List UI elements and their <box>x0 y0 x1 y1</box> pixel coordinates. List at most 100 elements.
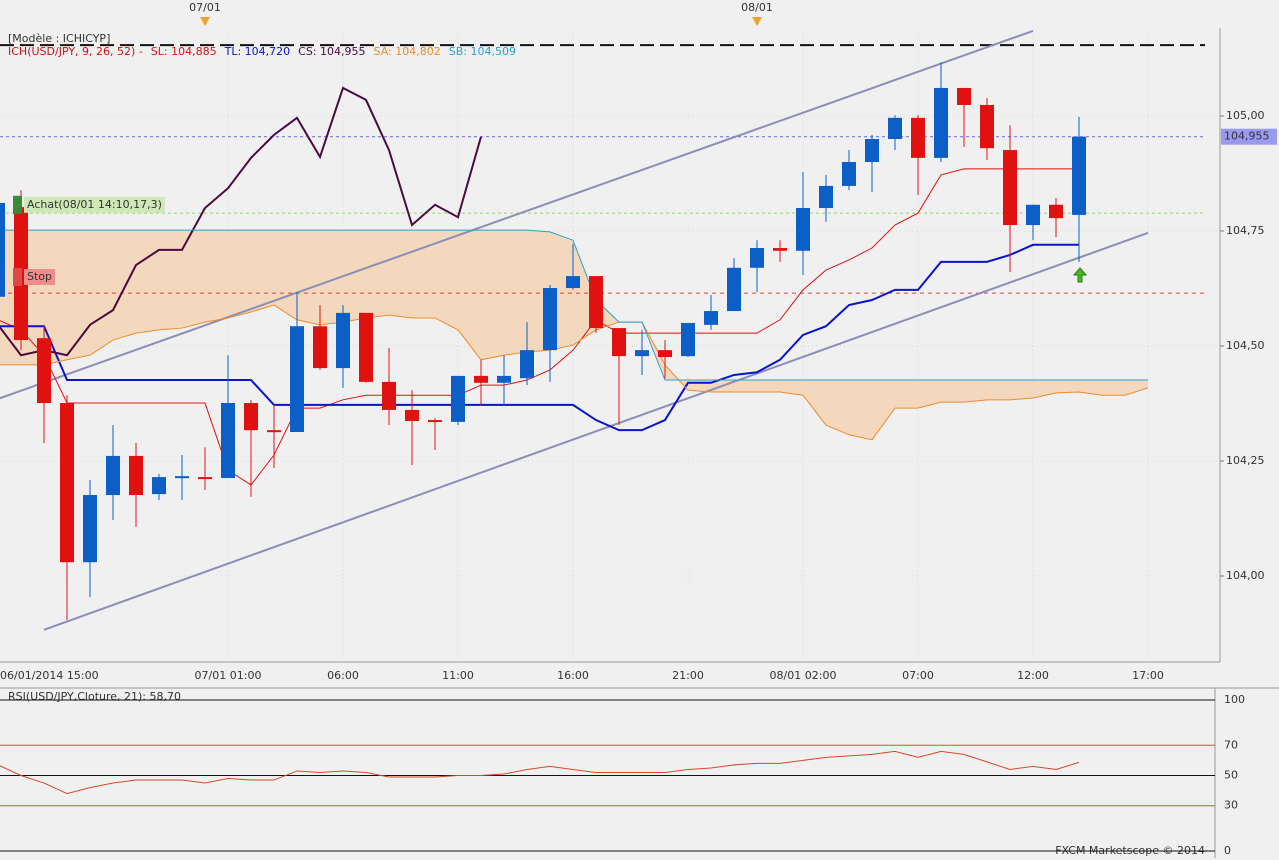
candle-body <box>1003 150 1017 226</box>
candle-body <box>129 455 143 496</box>
x-tick-label: 16:00 <box>557 669 589 682</box>
indicator-line <box>0 86 482 357</box>
trendline <box>0 29 1034 400</box>
candle-body <box>980 104 994 149</box>
legend-entry: CS: 104,955 <box>298 45 365 58</box>
candle-body <box>520 350 534 379</box>
y-tick-label: 100 <box>1224 693 1245 706</box>
chart-title: [Modèle : ICHICYP] <box>8 32 110 45</box>
candle-body <box>83 495 97 563</box>
candle-body <box>106 455 120 496</box>
candle-body <box>1072 136 1086 215</box>
day-marker <box>752 17 762 26</box>
day-marker-label: 08/01 <box>741 1 773 14</box>
candle-body <box>37 338 51 404</box>
candle-body <box>934 87 948 158</box>
candle-body <box>727 267 741 312</box>
y-tick-label: 104,50 <box>1226 339 1265 352</box>
y-tick-label: 0 <box>1224 844 1231 857</box>
candle-body <box>474 375 488 383</box>
y-tick-label: 104,00 <box>1226 569 1265 582</box>
candle-body <box>359 312 373 382</box>
annotation-label: Achat(08/01 14:10,17,3) <box>27 198 162 211</box>
y-tick-label: 105,00 <box>1226 109 1265 122</box>
cloud <box>0 230 1148 440</box>
x-tick-label: 06:00 <box>327 669 359 682</box>
candle-body <box>290 326 304 433</box>
legend-entry: SA: 104,802 <box>374 45 441 58</box>
candle-body <box>635 350 649 357</box>
candle-body <box>175 476 189 479</box>
last-price-box <box>1221 128 1277 145</box>
y-tick-label: 104,75 <box>1226 224 1265 237</box>
candle-body <box>681 323 695 357</box>
rsi-title: RSI(USD/JPY,Cloture, 21): 58,70 <box>8 690 181 703</box>
last-price-label: 104,955 <box>1224 130 1270 143</box>
candle-body <box>0 202 5 297</box>
y-tick-label: 50 <box>1224 769 1238 782</box>
annotation-marker <box>13 195 22 214</box>
x-tick-label: 21:00 <box>672 669 704 682</box>
candle-body <box>336 312 350 369</box>
candle-body <box>152 477 166 495</box>
candle-body <box>865 139 879 163</box>
candle-body <box>842 162 856 186</box>
candle-body <box>957 87 971 105</box>
candle-body <box>221 403 235 479</box>
candle-body <box>382 381 396 410</box>
candle-body <box>428 420 442 423</box>
candle-body <box>405 409 419 421</box>
candle-body <box>796 208 810 251</box>
buy-arrow <box>1072 267 1088 283</box>
candle-body <box>819 185 833 209</box>
indicator-line <box>0 229 1148 381</box>
x-tick-label: 07:00 <box>902 669 934 682</box>
candle-body <box>566 276 580 289</box>
day-marker-label: 07/01 <box>189 1 221 14</box>
candle-body <box>244 403 258 431</box>
candle-body <box>704 311 718 325</box>
annotation-label: Stop <box>27 270 52 283</box>
candle-body <box>612 328 626 357</box>
annotation-marker <box>13 268 22 287</box>
candle-body <box>773 248 787 251</box>
y-tick-label: 30 <box>1224 799 1238 812</box>
legend-entry: TL: 104,720 <box>224 45 291 58</box>
candle-body <box>658 350 672 358</box>
x-tick-label: 08/01 02:00 <box>770 669 837 682</box>
legend-indicator: ICH(USD/JPY, 9, 26, 52) - <box>8 45 143 58</box>
indicator-line <box>0 243 1079 432</box>
candle-body <box>60 403 74 563</box>
candle-body <box>313 326 327 369</box>
candle-body <box>750 248 764 268</box>
candle-body <box>497 375 511 383</box>
candle-body <box>589 276 603 329</box>
x-tick-label: 06/01/2014 15:00 <box>0 669 99 682</box>
x-tick-label: 12:00 <box>1017 669 1049 682</box>
indicator-line <box>0 168 1079 486</box>
candle-body <box>1049 204 1063 219</box>
candle-body <box>451 375 465 422</box>
candle-body <box>888 117 902 140</box>
candle-body <box>198 477 212 480</box>
legend-entry: SB: 104,509 <box>449 45 516 58</box>
y-tick-label: 70 <box>1224 738 1238 751</box>
candle-body <box>911 117 925 158</box>
x-tick-label: 11:00 <box>442 669 474 682</box>
legend: ICH(USD/JPY, 9, 26, 52) - SL: 104,885 TL: … <box>8 45 516 58</box>
x-tick-label: 07/01 01:00 <box>195 669 262 682</box>
annotation-bg <box>24 269 56 286</box>
x-tick-label: 17:00 <box>1132 669 1164 682</box>
day-marker <box>200 17 210 26</box>
candle-body <box>1026 204 1040 226</box>
candle-body <box>267 430 281 433</box>
y-tick-label: 104,25 <box>1226 454 1265 467</box>
trendline <box>43 231 1149 631</box>
candle-body <box>543 288 557 351</box>
indicator-line <box>0 304 1149 441</box>
annotation-bg <box>24 196 165 213</box>
rsi-line <box>0 750 1080 795</box>
legend-entry: SL: 104,885 <box>151 45 217 58</box>
